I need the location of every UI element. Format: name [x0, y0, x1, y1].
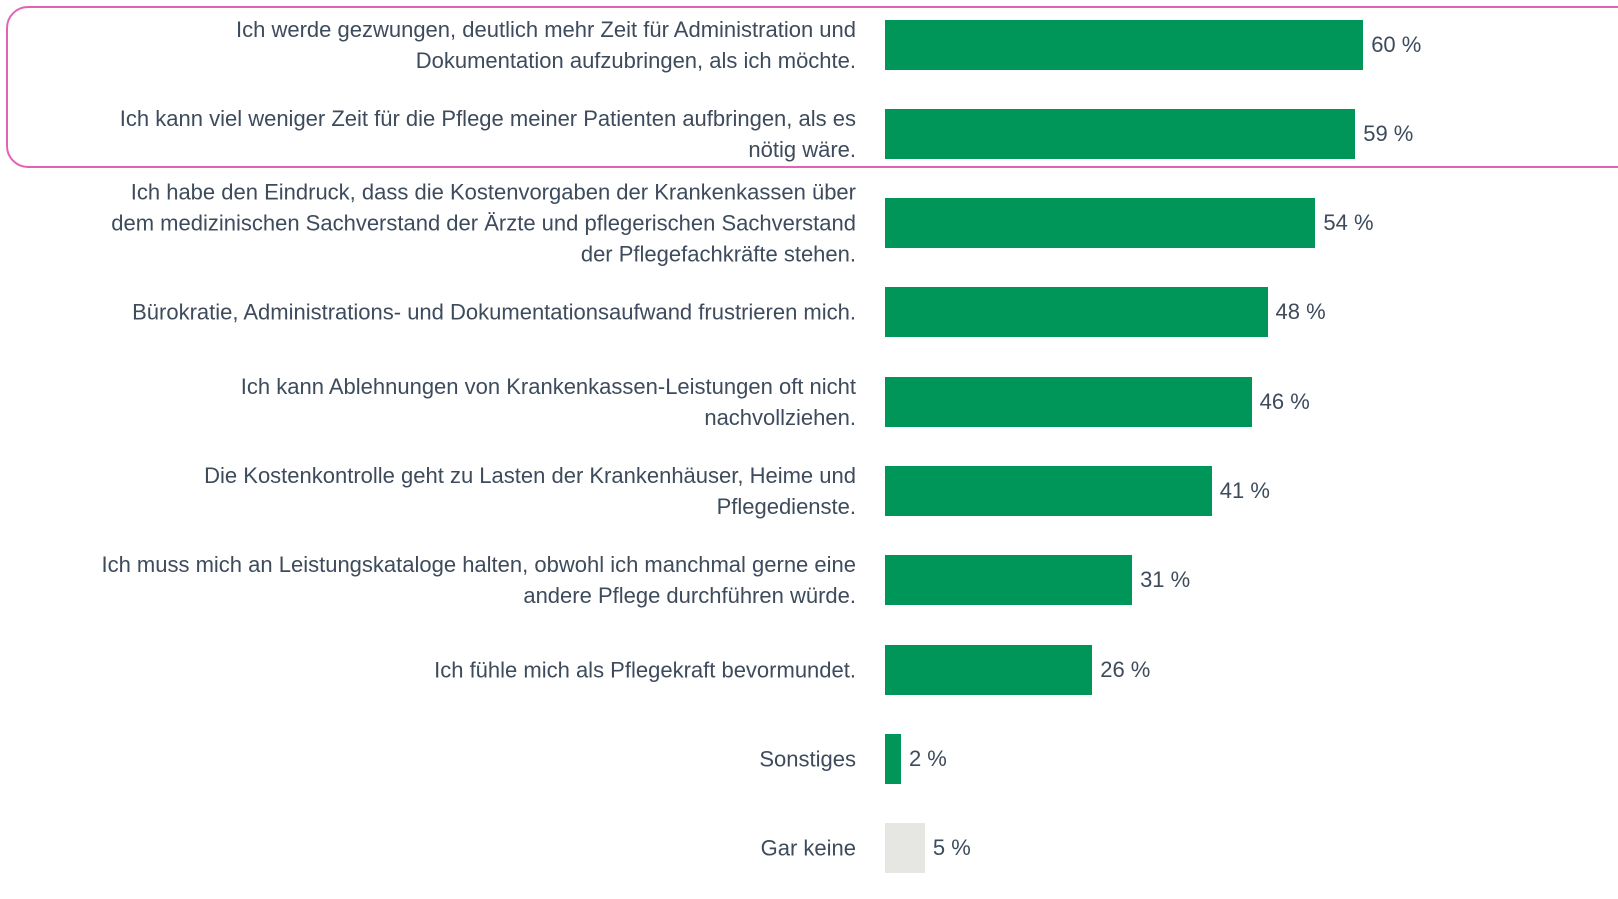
- value-label: 48 %: [1275, 299, 1326, 325]
- value-label: 2 %: [908, 745, 947, 771]
- category-label: Ich fühle mich als Pflegekraft bevormund…: [434, 657, 856, 683]
- value-label: 59 %: [1363, 120, 1414, 146]
- value-label: 41 %: [1219, 478, 1270, 503]
- category-label: Ich werde gezwungen, deutlich mehr Zeit …: [236, 16, 856, 73]
- value-label: 54 %: [1323, 210, 1374, 236]
- category-label: Gar keine: [760, 835, 856, 861]
- value-label: 60 %: [1371, 31, 1422, 57]
- bar: [885, 733, 901, 784]
- bar: [885, 108, 1356, 159]
- bar: [885, 198, 1316, 249]
- bar: [885, 466, 1212, 516]
- category-label: Ich kann viel weniger Zeit für die Pfleg…: [119, 105, 856, 162]
- value-label: 31 %: [1140, 567, 1191, 593]
- value-label: 5 %: [932, 835, 971, 861]
- value-label: 26 %: [1100, 656, 1151, 682]
- bar: [885, 19, 1364, 70]
- category-label: Ich muss mich an Leistungskataloge halte…: [101, 552, 856, 609]
- bar: [885, 287, 1268, 338]
- category-label: Die Kostenkontrolle geht zu Lasten der K…: [204, 463, 856, 519]
- value-label: 46 %: [1259, 388, 1310, 414]
- highlight-box: [6, 6, 1618, 168]
- category-label: Bürokratie, Administrations- und Dokumen…: [132, 299, 856, 325]
- category-label: Sonstiges: [759, 746, 856, 772]
- bar: [885, 376, 1252, 427]
- bar: [885, 823, 925, 874]
- bar: [885, 644, 1093, 695]
- bar: [885, 555, 1133, 606]
- category-label: Ich habe den Eindruck, dass die Kostenvo…: [111, 179, 856, 267]
- category-label: Ich kann Ablehnungen von Krankenkassen-L…: [240, 373, 856, 430]
